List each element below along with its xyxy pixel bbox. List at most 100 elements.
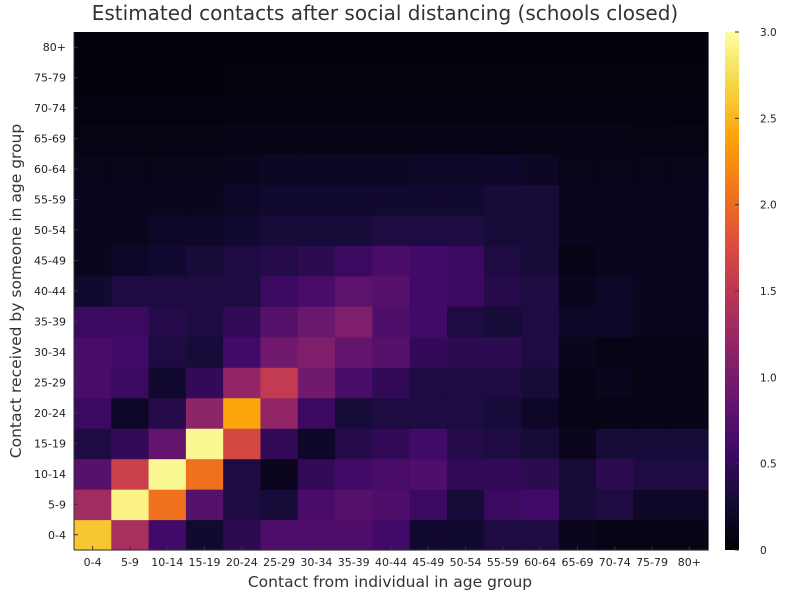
heatmap-cell-45-49-from-65-69 [558, 245, 597, 277]
x-tick-label: 15-19 [189, 556, 221, 569]
heatmap-cell-25-29-from-10-14 [148, 367, 187, 399]
heatmap-cell-80+-from-45-49 [409, 32, 448, 64]
heatmap-cell-40-44-from-40-44 [372, 275, 411, 307]
heatmap-cell-65-69-from-65-69 [558, 123, 597, 155]
heatmap-cell-20-24-from-80+ [670, 397, 709, 429]
heatmap-cell-40-44-from-75-79 [633, 275, 672, 307]
heatmap-cell-5-9-from-50-54 [446, 489, 485, 521]
heatmap-cell-45-49-from-5-9 [111, 245, 150, 277]
heatmap-cell-20-24-from-20-24 [223, 397, 262, 429]
heatmap-cell-20-24-from-15-19 [185, 397, 224, 429]
heatmap-cell-70-74-from-0-4 [74, 92, 112, 125]
heatmap-cell-40-44-from-5-9 [111, 275, 150, 307]
heatmap-cell-15-19-from-25-29 [260, 428, 299, 460]
heatmap-cell-30-34-from-70-74 [596, 336, 635, 368]
heatmap-cell-0-4-from-0-4 [74, 519, 112, 551]
heatmap-cell-50-54-from-50-54 [446, 214, 485, 246]
heatmap-cell-65-69-from-50-54 [446, 123, 485, 155]
heatmap-cell-70-74-from-70-74 [596, 92, 635, 125]
heatmap-cell-15-19-from-70-74 [596, 428, 635, 460]
heatmap-cell-15-19-from-0-4 [74, 428, 112, 460]
heatmap-cell-75-79-from-45-49 [409, 62, 448, 94]
heatmap-cell-75-79-from-40-44 [372, 62, 411, 94]
x-tick-label: 60-64 [524, 556, 556, 569]
heatmap-cell-30-34-from-30-34 [297, 336, 336, 368]
heatmap-cell-75-79-from-15-19 [185, 62, 224, 94]
heatmap-cell-5-9-from-40-44 [372, 489, 411, 521]
heatmap-cell-20-24-from-50-54 [446, 397, 485, 429]
y-tick-label: 40-44 [34, 285, 66, 298]
x-axis-ticks: 0-4 5-9 10-14 15-19 20-24 25-29 30-34 35-39 40-4… [84, 546, 701, 569]
colorbar-tick-label: 1.0 [760, 372, 777, 384]
heatmap-cell-35-39-from-30-34 [297, 306, 336, 338]
heatmap-cell-40-44-from-50-54 [446, 275, 485, 307]
heatmap-cell-25-29-from-35-39 [335, 367, 373, 399]
heatmap-cell-15-19-from-80+ [670, 428, 709, 460]
heatmap-cell-75-79-from-25-29 [260, 62, 299, 94]
y-tick-label: 20-24 [34, 407, 66, 420]
colorbar-gradient [725, 32, 739, 550]
heatmap-cell-70-74-from-25-29 [260, 92, 299, 125]
heatmap-cell-5-9-from-45-49 [409, 489, 448, 521]
heatmap-cell-60-64-from-65-69 [558, 153, 597, 185]
heatmap-cell-60-64-from-30-34 [297, 153, 336, 185]
heatmap-cell-45-49-from-60-64 [521, 245, 560, 277]
heatmap-cell-65-69-from-40-44 [372, 123, 411, 155]
heatmap-cell-0-4-from-80+ [670, 519, 709, 551]
heatmap-cell-0-4-from-15-19 [185, 519, 224, 551]
heatmap-cell-40-44-from-25-29 [260, 275, 299, 307]
heatmap-cell-40-44-from-80+ [670, 275, 709, 307]
heatmap-cell-10-14-from-70-74 [596, 458, 635, 490]
heatmap-cell-5-9-from-55-59 [484, 489, 523, 521]
y-tick-label: 35-39 [34, 315, 66, 328]
heatmap-cell-50-54-from-75-79 [633, 214, 672, 246]
heatmap-cell-50-54-from-35-39 [335, 214, 373, 246]
heatmap-cell-65-69-from-0-4 [74, 123, 112, 155]
heatmap-cell-45-49-from-70-74 [596, 245, 635, 277]
heatmap-cell-30-34-from-15-19 [185, 336, 224, 368]
heatmap-cell-45-49-from-50-54 [446, 245, 485, 277]
heatmap-cell-25-29-from-40-44 [372, 367, 411, 399]
heatmap-cell-80+-from-60-64 [521, 32, 560, 64]
heatmap-cell-35-39-from-20-24 [223, 306, 262, 338]
y-tick-label: 70-74 [34, 102, 66, 115]
heatmap-cell-70-74-from-40-44 [372, 92, 411, 125]
heatmap-cell-80+-from-80+ [670, 32, 709, 64]
heatmap-cell-30-34-from-5-9 [111, 336, 150, 368]
heatmap-cell-65-69-from-55-59 [484, 123, 523, 155]
heatmap-cell-35-39-from-5-9 [111, 306, 150, 338]
heatmap-cell-25-29-from-15-19 [185, 367, 224, 399]
heatmap-cell-15-19-from-45-49 [409, 428, 448, 460]
heatmap-cell-35-39-from-60-64 [521, 306, 560, 338]
heatmap-cell-10-14-from-15-19 [185, 458, 224, 490]
heatmap-cell-60-64-from-10-14 [148, 153, 187, 185]
heatmap-cell-20-24-from-45-49 [409, 397, 448, 429]
heatmap-cell-55-59-from-15-19 [185, 184, 224, 216]
heatmap-cell-0-4-from-30-34 [297, 519, 336, 551]
heatmap-cell-75-79-from-10-14 [148, 62, 187, 94]
heatmap-cell-0-4-from-40-44 [372, 519, 411, 551]
heatmap-cell-20-24-from-65-69 [558, 397, 597, 429]
heatmap-cell-5-9-from-10-14 [148, 489, 187, 521]
heatmap-cell-20-24-from-35-39 [335, 397, 373, 429]
heatmap-cell-0-4-from-55-59 [484, 519, 523, 551]
heatmap-cell-45-49-from-25-29 [260, 245, 299, 277]
heatmap-cell-75-79-from-70-74 [596, 62, 635, 94]
heatmap-cell-25-29-from-25-29 [260, 367, 299, 399]
heatmap-cell-35-39-from-35-39 [335, 306, 373, 338]
heatmap-cell-80+-from-40-44 [372, 32, 411, 64]
heatmap-cell-65-69-from-20-24 [223, 123, 262, 155]
heatmap-cell-30-34-from-35-39 [335, 336, 373, 368]
heatmap-cells [74, 32, 709, 551]
heatmap-cell-55-59-from-5-9 [111, 184, 150, 216]
heatmap-cell-10-14-from-75-79 [633, 458, 672, 490]
heatmap-cell-80+-from-5-9 [111, 32, 150, 64]
colorbar-ticks: 0 0.5 1.0 1.5 2.0 2.5 3.0 [735, 27, 777, 557]
heatmap-cell-50-54-from-65-69 [558, 214, 597, 246]
heatmap-cell-25-29-from-55-59 [484, 367, 523, 399]
heatmap-cell-65-69-from-80+ [670, 123, 709, 155]
heatmap-cell-60-64-from-40-44 [372, 153, 411, 185]
heatmap-cell-25-29-from-30-34 [297, 367, 336, 399]
heatmap-cell-70-74-from-35-39 [335, 92, 373, 125]
heatmap-cell-55-59-from-45-49 [409, 184, 448, 216]
